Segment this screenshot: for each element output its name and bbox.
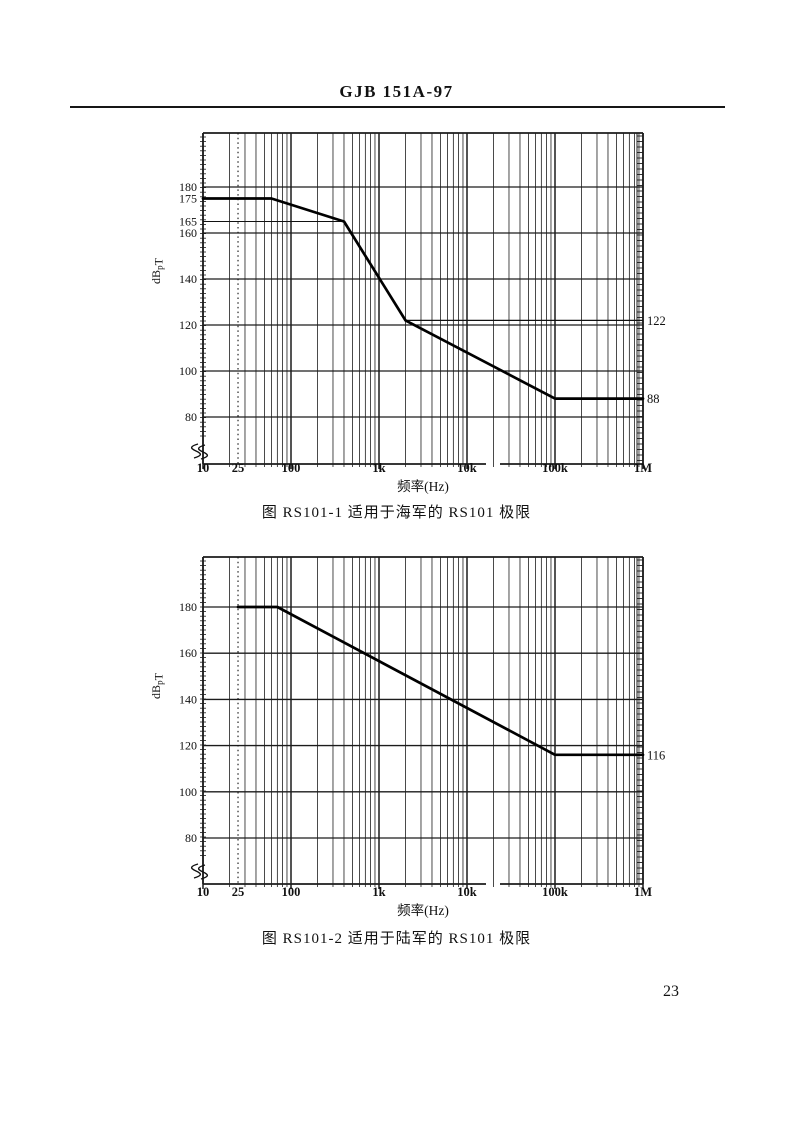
x-tick-label: 100 (282, 885, 301, 899)
y-axis-title-part: T (152, 257, 166, 265)
figure-caption-rs101-2: 图 RS101-2 适用于陆军的 RS101 极限 (261, 931, 532, 947)
y-axis-title-part: p (155, 680, 165, 685)
y-tick-label: 120 (179, 739, 197, 753)
y-axis-title: dBpT (149, 257, 166, 284)
y-tick-label: 80 (185, 831, 197, 845)
x-tick-label: 1k (372, 461, 385, 475)
right-value-label: 122 (647, 314, 666, 328)
y-tick-label: 180 (179, 600, 197, 614)
y-axis-title-part: dB (149, 685, 163, 699)
limit-curve (236, 605, 645, 757)
chart-rs101-2-army-limit: 116 180 160 140 120 100 80 10 25 100 1k 10k 100k 1M 频率… (149, 556, 665, 918)
y-tick-label: 100 (179, 364, 197, 378)
y-axis-title: dBpT (149, 672, 166, 699)
x-tick-label: 1M (634, 885, 652, 899)
x-tick-label: 100k (542, 885, 568, 899)
right-value-label: 88 (647, 392, 660, 406)
limit-curve (201, 197, 645, 400)
standard-number-header: GJB 151A-97 (339, 82, 454, 101)
y-tick-label: 100 (179, 785, 197, 799)
x-tick-label: 1M (634, 461, 652, 475)
y-tick-label: 120 (179, 318, 197, 332)
x-tick-label: 25 (232, 461, 245, 475)
x-tick-label: 10k (457, 461, 477, 475)
x-tick-label: 10 (197, 885, 210, 899)
y-axis-title-part: dB (149, 270, 163, 284)
grid (200, 556, 644, 889)
y-tick-label: 160 (179, 646, 197, 660)
axis-break-mark (198, 864, 208, 880)
y-axis-title-part: T (152, 672, 166, 680)
x-axis-title: 频率(Hz) (397, 902, 449, 918)
x-tick-label: 1k (372, 885, 385, 899)
grid (200, 132, 644, 469)
axis-break-mark (191, 443, 201, 459)
axis-break-mark (191, 863, 201, 879)
x-tick-label: 100 (282, 461, 301, 475)
x-tick-label: 100k (542, 461, 568, 475)
y-tick-label: 165 (179, 215, 197, 229)
x-tick-label: 25 (232, 885, 245, 899)
right-value-label: 116 (647, 748, 665, 762)
header-rule (70, 106, 725, 108)
y-tick-label: 80 (185, 410, 197, 424)
x-tick-label: 10 (197, 461, 210, 475)
x-axis-title: 频率(Hz) (397, 478, 449, 494)
figure-caption-rs101-1: 图 RS101-1 适用于海军的 RS101 极限 (261, 505, 532, 521)
page-number: 23 (663, 983, 679, 1000)
y-tick-label: 175 (179, 192, 197, 206)
axis-break-mark (198, 444, 208, 460)
y-axis-title-part: p (155, 265, 165, 270)
y-tick-label: 180 (179, 180, 197, 194)
y-tick-label: 140 (179, 692, 197, 706)
x-tick-label: 10k (457, 885, 477, 899)
y-tick-label: 140 (179, 272, 197, 286)
y-tick-label: 160 (179, 226, 197, 240)
